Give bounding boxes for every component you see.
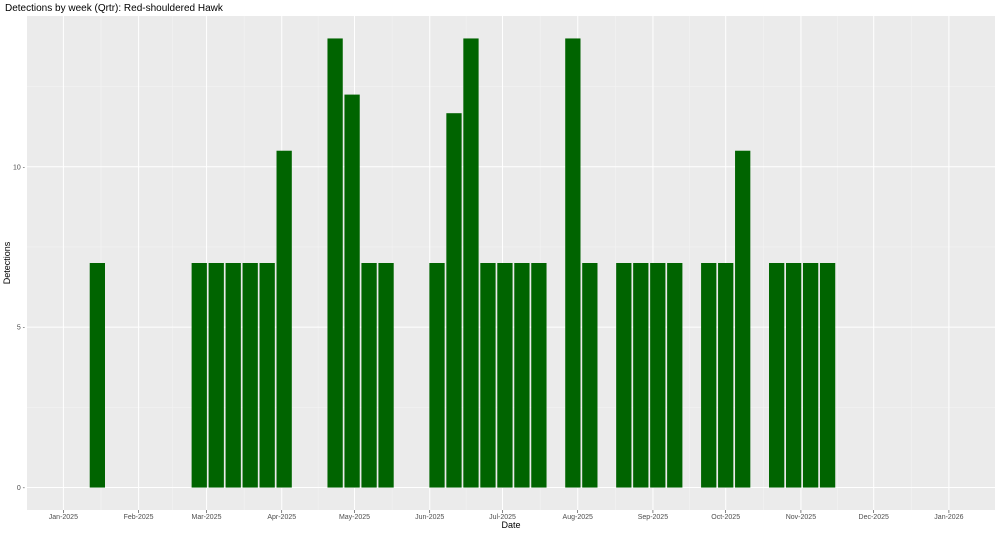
bar	[819, 263, 836, 488]
bar	[89, 263, 105, 488]
bar	[667, 263, 683, 488]
x-tick-label: Aug-2025	[563, 514, 593, 521]
x-tick-label: Jan-2025	[49, 514, 78, 521]
chart-title: Detections by week (Qrtr): Red-shouldere…	[5, 3, 224, 14]
bar	[701, 263, 717, 488]
bar	[446, 113, 462, 488]
y-axis: 0 - 5 - 10 -	[13, 164, 26, 492]
x-tick-label: Oct-2025	[711, 514, 740, 521]
bar	[463, 38, 479, 488]
bar	[480, 263, 496, 488]
x-tick-label: Nov-2025	[786, 514, 816, 521]
x-axis: Jan-2025 Feb-2025 Mar-2025 Apr-2025 May-2025…	[49, 510, 964, 521]
bar	[497, 263, 513, 488]
bar	[616, 263, 632, 488]
x-tick-label: Apr-2025	[267, 514, 296, 521]
bar	[785, 263, 802, 488]
bar	[565, 38, 581, 488]
x-tick-label: Sep-2025	[638, 514, 668, 521]
bar	[718, 263, 734, 488]
x-axis-title: Date	[501, 520, 520, 530]
x-tick-label: Jan-2026	[934, 514, 963, 521]
bar	[378, 263, 394, 488]
bar	[769, 263, 785, 488]
bar	[276, 150, 292, 488]
bar	[208, 263, 224, 488]
bar	[429, 263, 445, 488]
bar	[327, 38, 343, 488]
bar	[225, 263, 241, 488]
bar	[514, 263, 530, 488]
y-tick-label: 10 -	[13, 164, 26, 171]
bar	[242, 263, 258, 488]
bar	[633, 263, 649, 488]
bar	[650, 263, 666, 488]
grid-minor	[27, 16, 995, 510]
x-tick-label: May-2025	[339, 514, 370, 521]
y-axis-title: Detections	[2, 241, 12, 284]
x-tick-label: Jul-2025	[489, 514, 516, 521]
x-tick-label: Mar-2025	[192, 514, 222, 521]
bar	[344, 94, 360, 488]
bars	[89, 38, 836, 488]
bar	[582, 263, 598, 488]
y-tick-label: 5 -	[17, 325, 26, 332]
bar	[802, 263, 819, 488]
bar	[259, 263, 275, 488]
bar	[191, 263, 207, 488]
y-tick-label: 0 -	[17, 485, 26, 492]
x-tick-label: Dec-2025	[859, 514, 889, 521]
bar	[531, 263, 547, 488]
x-tick-label: Jun-2025	[415, 514, 444, 521]
bar	[361, 263, 377, 488]
x-tick-label: Feb-2025	[124, 514, 154, 521]
bar	[735, 150, 751, 488]
